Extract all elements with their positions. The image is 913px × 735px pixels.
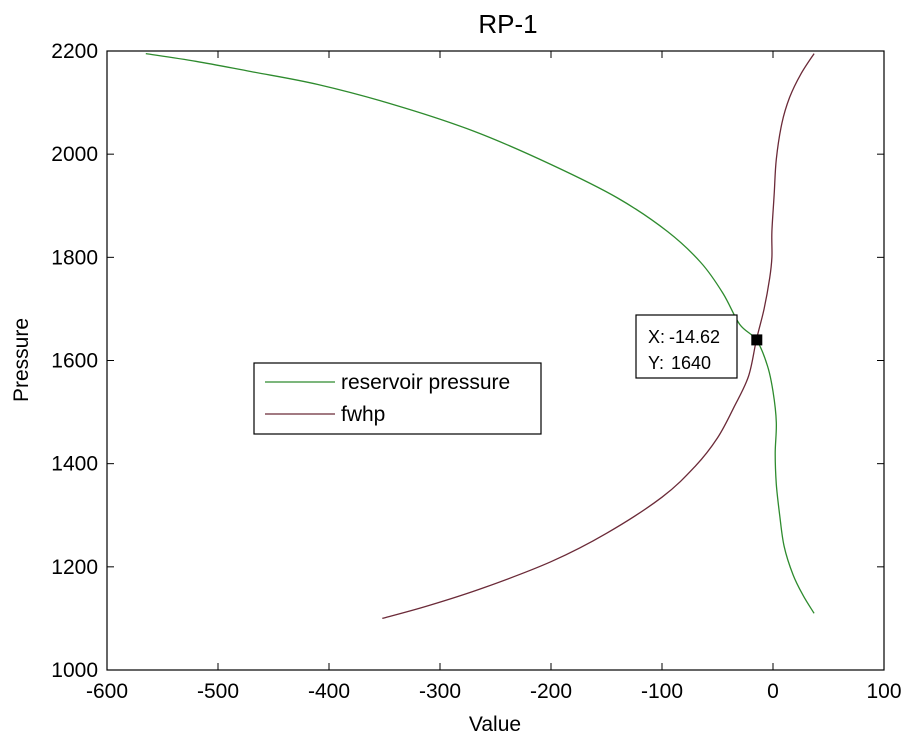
y-tick-label: 2000: [51, 143, 98, 166]
x-axis-label: Value: [469, 713, 521, 735]
data-tip-y-label: Y:: [648, 353, 664, 373]
y-tick-label: 1000: [51, 659, 98, 682]
y-tick-label: 1800: [51, 246, 98, 269]
data-tip-box: [635, 314, 738, 379]
data-tip: X: -14.62 Y: 1640: [635, 314, 763, 379]
legend-label-fwhp: fwhp: [341, 403, 385, 426]
x-tick-label: -500: [197, 680, 239, 703]
x-tick-label: -200: [530, 680, 572, 703]
ticks-layer: -600 -500 -400 -300 -200 -100 0 100 1000 1200 1400…: [51, 40, 901, 703]
x-tick-label: 100: [866, 680, 901, 703]
x-tick-label: -300: [419, 680, 461, 703]
x-tick-label: -100: [641, 680, 683, 703]
legend: reservoir pressure fwhp: [253, 362, 542, 435]
legend-label-reservoir-pressure: reservoir pressure: [341, 371, 510, 394]
y-tick-label: 1200: [51, 556, 98, 579]
x-tick-label: 0: [767, 680, 779, 703]
data-tip-x-label: X:: [648, 327, 665, 347]
data-tip-y-value: 1640: [671, 353, 711, 373]
y-tick-label: 1600: [51, 350, 98, 373]
x-tick-label: -400: [308, 680, 350, 703]
legend-box: [253, 362, 542, 435]
y-tick-label: 2200: [51, 40, 98, 63]
data-tip-marker[interactable]: [751, 334, 763, 346]
y-axis-label: Pressure: [10, 318, 33, 402]
data-tip-x-value: -14.62: [669, 327, 720, 347]
y-tick-label: 1400: [51, 453, 98, 476]
chart-title: RP-1: [478, 9, 537, 39]
x-tick-label: -600: [86, 680, 128, 703]
